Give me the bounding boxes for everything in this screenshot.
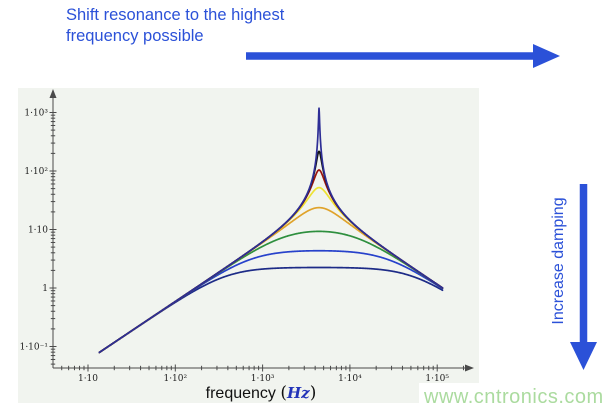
- svg-text:1·10⁻¹: 1·10⁻¹: [20, 343, 48, 353]
- svg-text:1·10²: 1·10²: [24, 167, 48, 177]
- svg-text:1·10: 1·10: [28, 226, 48, 236]
- svg-text:1·10: 1·10: [78, 374, 98, 384]
- svg-text:1·10³: 1·10³: [24, 109, 48, 119]
- increase-damping-arrow-icon: [570, 184, 597, 370]
- down-arrow-head: [570, 342, 597, 370]
- svg-text:1: 1: [42, 284, 48, 294]
- watermark-text: www.cntronics.com: [424, 386, 604, 408]
- shift-right-arrow-icon: [246, 44, 560, 68]
- svg-text:1·10²: 1·10²: [163, 374, 187, 384]
- chart-panel: 1·10⁻¹ 1 1·10 1·10² 1·10³ 1·10 1·10² 1·10³ 1·10⁴…: [18, 88, 479, 403]
- resonance-chart: 1·10⁻¹ 1 1·10 1·10² 1·10³ 1·10 1·10² 1·10³ 1·10⁴…: [20, 89, 474, 403]
- svg-text:1·10⁵: 1·10⁵: [425, 374, 449, 384]
- svg-text:frequency (Hz): frequency (Hz): [206, 383, 317, 403]
- svg-text:1·10⁴: 1·10⁴: [338, 374, 362, 384]
- svg-text:1·10³: 1·10³: [251, 374, 275, 384]
- right-arrow-head: [533, 44, 560, 68]
- watermark-background: www.cntronics.com: [419, 383, 613, 412]
- annotation-shift-resonance: Shift resonance to the highest frequency…: [66, 6, 285, 46]
